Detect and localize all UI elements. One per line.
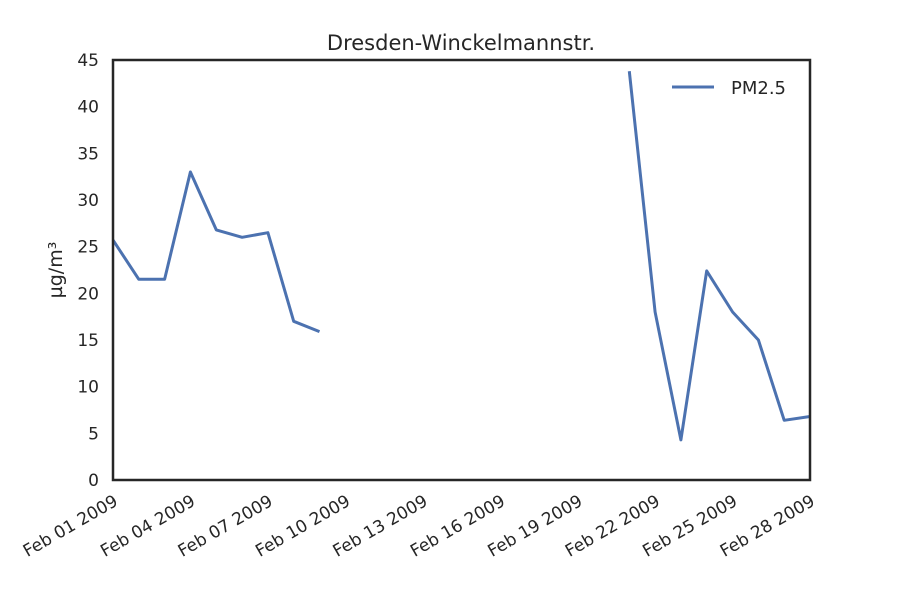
y-tick-label: 30 [77, 191, 99, 211]
y-tick-label: 5 [88, 424, 99, 444]
y-tick-label: 15 [77, 331, 99, 351]
y-tick-label: 0 [88, 471, 99, 491]
y-tick-label: 45 [77, 51, 99, 71]
plot-frame [111, 58, 812, 482]
y-axis-label: µg/m³ [45, 242, 67, 299]
y-tick-label: 20 [77, 284, 99, 304]
series-line-segment [627, 71, 811, 442]
legend: PM2.5 [672, 78, 786, 99]
y-tick-label: 25 [77, 238, 99, 258]
series-line-segment [111, 170, 321, 333]
y-tick-label: 10 [77, 378, 99, 398]
y-tick-label: 35 [77, 144, 99, 164]
y-tick-label: 40 [77, 98, 99, 118]
legend-label: PM2.5 [731, 78, 786, 99]
chart-title: Dresden-Winckelmannstr. [327, 31, 595, 55]
